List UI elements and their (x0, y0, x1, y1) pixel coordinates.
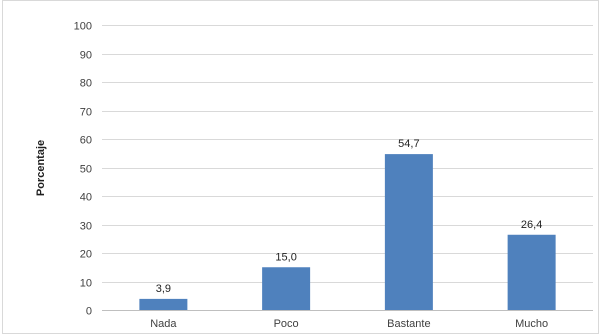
y-tick-labels: 0 10 20 30 40 50 60 70 80 90 100 (74, 21, 92, 318)
x-tick-label: Bastante (387, 318, 430, 330)
bar-poco (262, 267, 311, 310)
y-axis-title: Porcentaje (35, 140, 47, 196)
bar-mucho (507, 234, 556, 310)
y-tick-label: 100 (74, 21, 92, 33)
y-tick-label: 70 (80, 107, 92, 119)
data-label: 3,9 (156, 283, 171, 295)
x-tick-label: Poco (274, 318, 299, 330)
y-tick-label: 30 (80, 221, 92, 233)
data-label: 15,0 (275, 251, 296, 263)
y-tick-label: 0 (86, 306, 92, 318)
y-tick-label: 10 (80, 278, 92, 290)
bar-bastante (384, 154, 433, 310)
data-labels: 3,9 15,0 54,7 26,4 (156, 138, 543, 295)
data-label: 26,4 (521, 219, 542, 231)
y-tick-label: 20 (80, 249, 92, 261)
y-tick-label: 60 (80, 135, 92, 147)
data-label: 54,7 (398, 138, 419, 150)
y-tick-label: 40 (80, 192, 92, 204)
bars (139, 154, 556, 310)
y-tick-label: 90 (80, 50, 92, 62)
x-tick-labels: Nada Poco Bastante Mucho (150, 318, 548, 330)
y-tick-label: 50 (80, 164, 92, 176)
gridlines (102, 25, 593, 311)
x-tick-label: Mucho (515, 318, 548, 330)
y-tick-label: 80 (80, 78, 92, 90)
bar-nada (139, 298, 188, 310)
x-tick-label: Nada (150, 318, 177, 330)
